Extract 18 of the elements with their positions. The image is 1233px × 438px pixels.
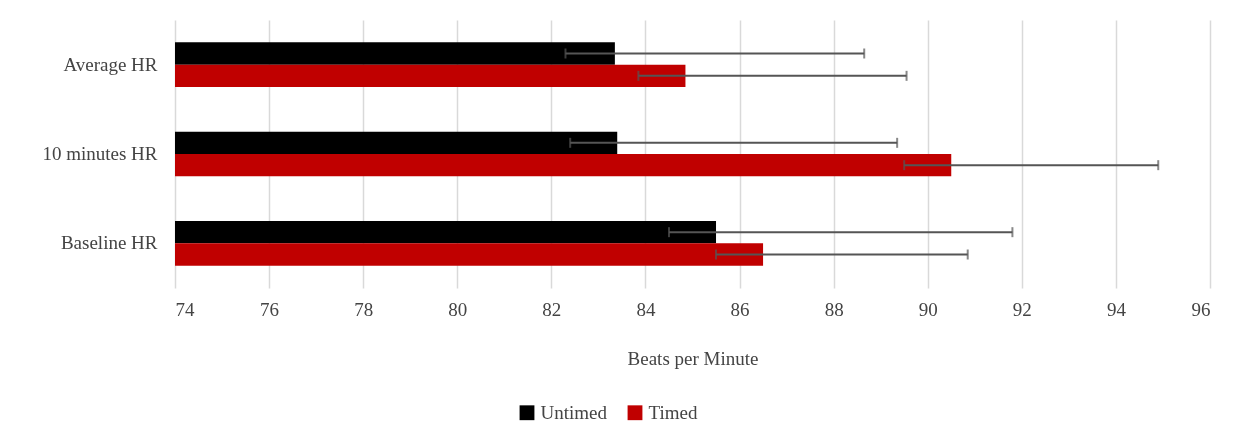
x-tick-label: 82	[542, 298, 562, 320]
legend-label: Untimed	[540, 401, 608, 423]
x-tick-label: 86	[730, 298, 750, 320]
x-tick-label: 84	[636, 298, 656, 320]
x-tick-label: 74	[175, 298, 195, 320]
x-tick-label: 76	[260, 298, 280, 320]
x-tick-label: 94	[1106, 298, 1127, 320]
y-tick-label: Average HR	[63, 53, 158, 75]
x-tick-label: 90	[918, 298, 938, 320]
y-tick-label: Baseline HR	[60, 232, 158, 254]
y-tick-label: 10 minutes HR	[42, 143, 158, 164]
x-axis-title: Beats per Minute	[627, 347, 759, 369]
legend-label: Timed	[648, 401, 698, 423]
x-tick-label: 78	[354, 298, 374, 320]
x-tick-label: 92	[1012, 298, 1032, 320]
x-tick-label: 88	[824, 298, 844, 320]
x-tick-label: 96	[1191, 298, 1211, 320]
x-tick-label: 80	[448, 298, 468, 320]
